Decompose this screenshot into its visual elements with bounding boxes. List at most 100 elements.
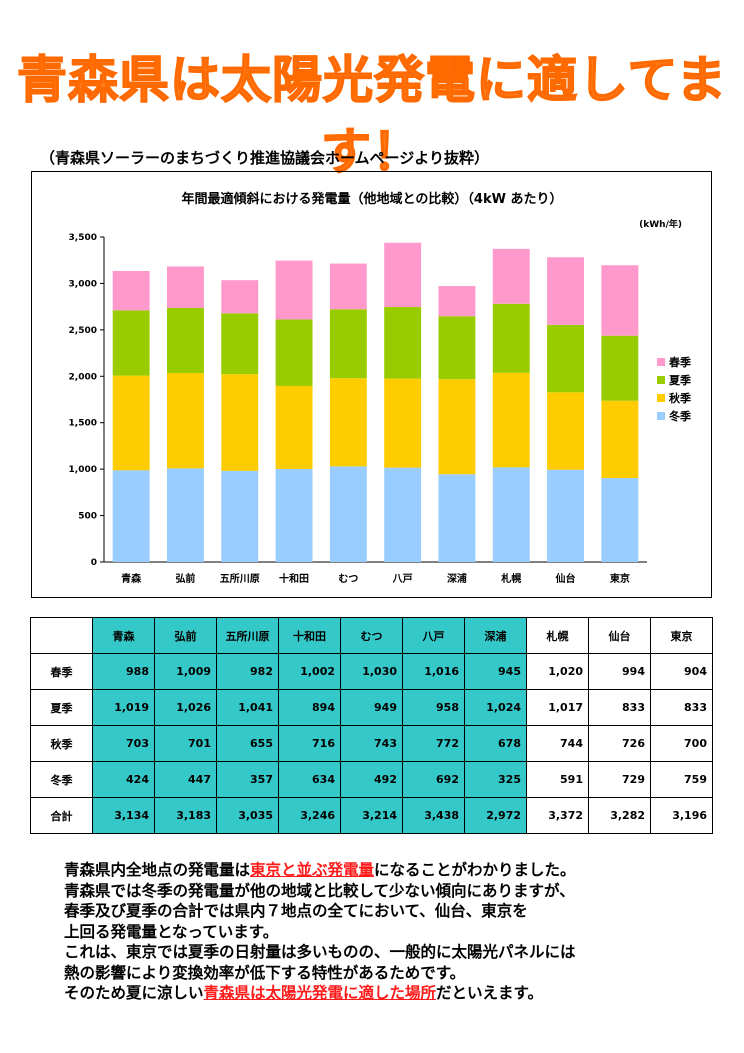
bar-segment — [275, 468, 313, 562]
bar-segment — [492, 372, 530, 468]
table-cell: 424 — [92, 761, 155, 798]
column-header: 五所川原 — [216, 617, 279, 654]
table-cell: 703 — [92, 725, 155, 762]
bar-segment — [166, 307, 204, 374]
table-cell: 447 — [154, 761, 217, 798]
table-cell: 492 — [340, 761, 403, 798]
bar-segment — [329, 466, 367, 562]
y-tick-label: 3,000 — [69, 279, 97, 289]
highlight-text: 東京と並ぶ発電量 — [250, 861, 375, 879]
column-header: むつ — [340, 617, 403, 654]
x-tick-label: 弘前 — [175, 572, 195, 585]
bar-segment — [275, 319, 313, 386]
text-line: そのため夏に涼しい青森県は太陽光発電に適した場所だといえます。 — [64, 983, 724, 1004]
stacked-bar-chart: 年間最適傾斜における発電量（他地域との比較）（4kW あたり） (kWh/年) … — [69, 191, 692, 585]
table-row: 合計 3,134 3,183 3,035 3,246 3,214 3,438 2,972 3,3… — [30, 797, 713, 834]
text-span: 青森県内全地点の発電量は — [64, 861, 251, 879]
table-cell: 678 — [464, 725, 527, 762]
table-cell: 1,030 — [340, 653, 403, 690]
table-cell: 1,019 — [92, 689, 155, 726]
x-tick-label: 札幌 — [500, 572, 521, 585]
chart-unit: (kWh/年) — [639, 218, 682, 230]
row-header: 夏季 — [30, 689, 93, 726]
x-tick-label: むつ — [338, 573, 358, 585]
source-note: （青森県ソーラーのまちづくり推進協議会ホームページより抜粋） — [40, 149, 489, 167]
bar-segment — [601, 400, 639, 479]
table-cell: 988 — [92, 653, 155, 690]
table-cell: 945 — [464, 653, 527, 690]
table-cell: 3,372 — [526, 797, 589, 834]
bar-segment — [438, 474, 476, 562]
table-cell: 3,134 — [92, 797, 155, 834]
table-cell: 833 — [650, 689, 713, 726]
column-header: 札幌 — [526, 617, 589, 654]
text-line: 熱の影響により変換効率が低下する特性があるためです。 — [64, 963, 466, 982]
x-tick-label: 五所川原 — [220, 572, 260, 585]
text-span: だといえます。 — [436, 984, 543, 1002]
column-header: 十和田 — [278, 617, 341, 654]
table-row: 春季 988 1,009 982 1,002 1,030 1,016 945 1,020 994 9… — [30, 653, 713, 690]
table-header-row: 青森 弘前 五所川原 十和田 むつ 八戸 深浦 札幌 仙台 東京 — [30, 617, 713, 654]
x-tick-label: 青森 — [121, 572, 142, 585]
bar-segment — [547, 257, 585, 325]
table-cell: 894 — [278, 689, 341, 726]
table-cell: 982 — [216, 653, 279, 690]
table-cell: 1,009 — [154, 653, 217, 690]
table-cell: 3,214 — [340, 797, 403, 834]
row-header: 春季 — [30, 653, 93, 690]
table-row: 夏季 1,019 1,026 1,041 894 949 958 1,024 1,017 833 8… — [30, 689, 713, 726]
table-cell: 692 — [402, 761, 465, 798]
y-tick-label: 2,000 — [69, 372, 97, 382]
bar-segment — [547, 469, 585, 562]
table-cell: 591 — [526, 761, 589, 798]
table-cell: 325 — [464, 761, 527, 798]
text-span: になることがわかりました。 — [374, 861, 576, 879]
table-cell: 904 — [650, 653, 713, 690]
table-cell: 3,196 — [650, 797, 713, 834]
table-cell: 1,041 — [216, 689, 279, 726]
text-line: 青森県では冬季の発電量が他の地域と比較して少ない傾向にありますが、 — [64, 881, 575, 900]
bar-segment — [221, 374, 259, 471]
text-line: 春季及び夏季の合計では県内７地点の全てにおいて、仙台、東京を — [64, 902, 528, 920]
legend-swatch — [657, 358, 665, 366]
y-tick-label: 500 — [78, 512, 97, 522]
y-tick-label: 2,500 — [69, 326, 97, 336]
bar-segment — [329, 309, 367, 379]
bar-segment — [547, 324, 585, 393]
bar-segment — [221, 470, 259, 562]
y-tick-label: 0 — [91, 558, 97, 568]
bar-segment — [384, 307, 422, 379]
bar-segment — [275, 260, 313, 320]
bar-segment — [329, 263, 367, 310]
bar-segment — [492, 303, 530, 373]
bar-segment — [384, 467, 422, 562]
row-header: 冬季 — [30, 761, 93, 798]
legend-swatch — [657, 394, 665, 402]
table-cell: 744 — [526, 725, 589, 762]
table-body: 春季 988 1,009 982 1,002 1,030 1,016 945 1,020 994 9… — [30, 653, 713, 834]
column-header: 弘前 — [154, 617, 217, 654]
table-cell: 772 — [402, 725, 465, 762]
x-axis-labels: 青森 弘前 五所川原 十和田 むつ 八戸 深浦 札幌 仙台 東京 — [121, 572, 630, 585]
table-cell: 1,024 — [464, 689, 527, 726]
table-cell: 833 — [588, 689, 651, 726]
table-cell: 1,020 — [526, 653, 589, 690]
table-cell: 716 — [278, 725, 341, 762]
table-cell: 1,002 — [278, 653, 341, 690]
text-span: そのため夏に涼しい — [64, 984, 204, 1002]
table-row: 冬季 424 447 357 634 492 692 325 591 729 759 — [30, 761, 713, 798]
table-corner-cell — [30, 617, 93, 654]
x-tick-label: 深浦 — [447, 572, 467, 585]
table-cell: 701 — [154, 725, 217, 762]
row-header: 合計 — [30, 797, 93, 834]
bar-segment — [112, 310, 150, 376]
bar-segment — [601, 335, 639, 401]
bar-segment — [166, 373, 204, 469]
table-row: 秋季 703 701 655 716 743 772 678 744 726 700 — [30, 725, 713, 762]
bar-segment — [112, 470, 150, 562]
chart-title: 年間最適傾斜における発電量（他地域との比較）（4kW あたり） — [182, 191, 563, 207]
bar-segment — [166, 468, 204, 562]
y-tick-label: 3,500 — [69, 233, 97, 243]
table-cell: 1,017 — [526, 689, 589, 726]
bar-segment — [601, 265, 639, 336]
